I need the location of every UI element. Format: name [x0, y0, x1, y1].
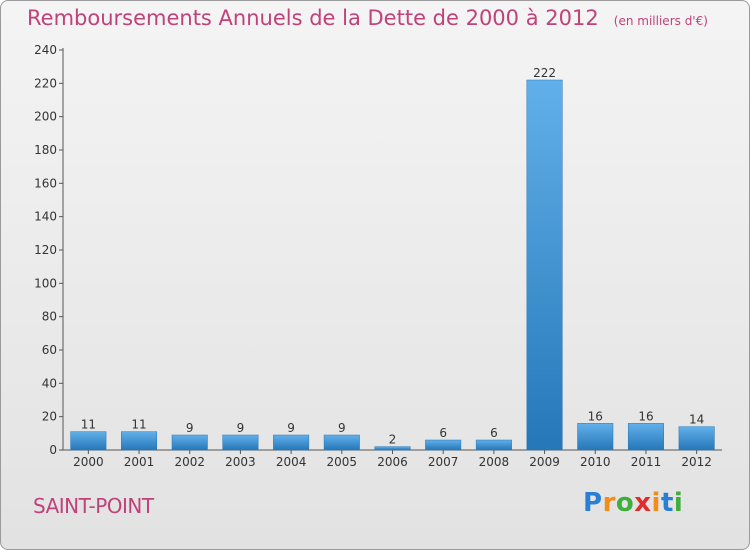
data-label-2006: 2 — [389, 433, 397, 447]
y-tick-label: 140 — [34, 210, 57, 224]
bar-2001 — [121, 431, 158, 451]
y-tick-label: 240 — [34, 43, 57, 57]
proxiti-logo: Proxiti — [583, 488, 683, 518]
logo-letter: t — [660, 488, 674, 518]
y-tick-label: 160 — [34, 176, 57, 190]
data-label-2005: 9 — [338, 421, 346, 435]
axes: 0 20 40 60 80 100 120 140 160 180 200 220 240 2000 200… — [34, 43, 722, 469]
chart-title: Remboursements Annuels de la Dette de 20… — [27, 6, 599, 30]
x-tick-label: 2010 — [580, 455, 611, 469]
y-tick-label: 60 — [42, 343, 57, 357]
logo-letter: i — [651, 488, 661, 518]
bar-2011 — [627, 423, 664, 451]
x-tick-label: 2002 — [174, 455, 205, 469]
y-tick-label: 180 — [34, 143, 57, 157]
x-tick-label: 2008 — [479, 455, 510, 469]
x-tick-label: 2012 — [681, 455, 712, 469]
y-tick-label: 120 — [34, 243, 57, 257]
bar-2007 — [425, 439, 462, 451]
y-tick-label: 100 — [34, 276, 57, 290]
data-label-2010: 16 — [588, 409, 603, 423]
x-tick-label: 2003 — [225, 455, 256, 469]
bar-2005 — [323, 434, 360, 451]
logo-letter: P — [583, 488, 603, 518]
logo-letter: x — [634, 488, 652, 518]
data-labels: 11 11 9 9 9 9 2 6 6 222 16 16 14 — [81, 66, 705, 447]
logo-letter: r — [602, 488, 616, 518]
x-tick-label: 2006 — [377, 455, 408, 469]
x-tick-label: 2004 — [276, 455, 307, 469]
data-label-2007: 6 — [439, 426, 447, 440]
y-tick-label: 40 — [42, 376, 57, 390]
bar-2006 — [374, 446, 411, 451]
x-tick-label: 2011 — [631, 455, 662, 469]
unit-note: (en milliers d'€) — [613, 14, 708, 28]
data-label-2011: 16 — [638, 409, 653, 423]
data-label-2000: 11 — [81, 418, 96, 432]
y-tick-label: 200 — [34, 110, 57, 124]
x-tick-label: 2007 — [428, 455, 459, 469]
x-tick-label: 2009 — [529, 455, 560, 469]
y-tick-label: 0 — [49, 443, 57, 457]
data-label-2012: 14 — [689, 413, 704, 427]
x-tick-label: 2000 — [73, 455, 104, 469]
data-label-2002: 9 — [186, 421, 194, 435]
bar-2002 — [171, 434, 208, 451]
bar-2009 — [526, 79, 563, 451]
bar-2008 — [475, 439, 512, 451]
bar-2003 — [222, 434, 259, 451]
bar-2004 — [273, 434, 310, 451]
logo-letter: i — [673, 488, 684, 518]
data-label-2001: 11 — [131, 418, 146, 432]
bar-2012 — [678, 426, 715, 451]
bar-2010 — [577, 423, 614, 451]
bar-2000 — [70, 431, 107, 451]
x-tick-label: 2001 — [124, 455, 155, 469]
logo-letter: o — [615, 488, 635, 518]
data-label-2008: 6 — [490, 426, 498, 440]
data-label-2009: 222 — [533, 66, 556, 80]
y-tick-label: 220 — [34, 76, 57, 90]
data-label-2004: 9 — [287, 421, 295, 435]
place-name: SAINT-POINT — [33, 494, 154, 518]
title-block: Remboursements Annuels de la Dette de 20… — [27, 6, 708, 30]
bars — [70, 79, 715, 451]
data-label-2003: 9 — [237, 421, 245, 435]
y-tick-label: 80 — [42, 310, 57, 324]
x-tick-label: 2005 — [327, 455, 358, 469]
y-tick-label: 20 — [42, 410, 57, 424]
